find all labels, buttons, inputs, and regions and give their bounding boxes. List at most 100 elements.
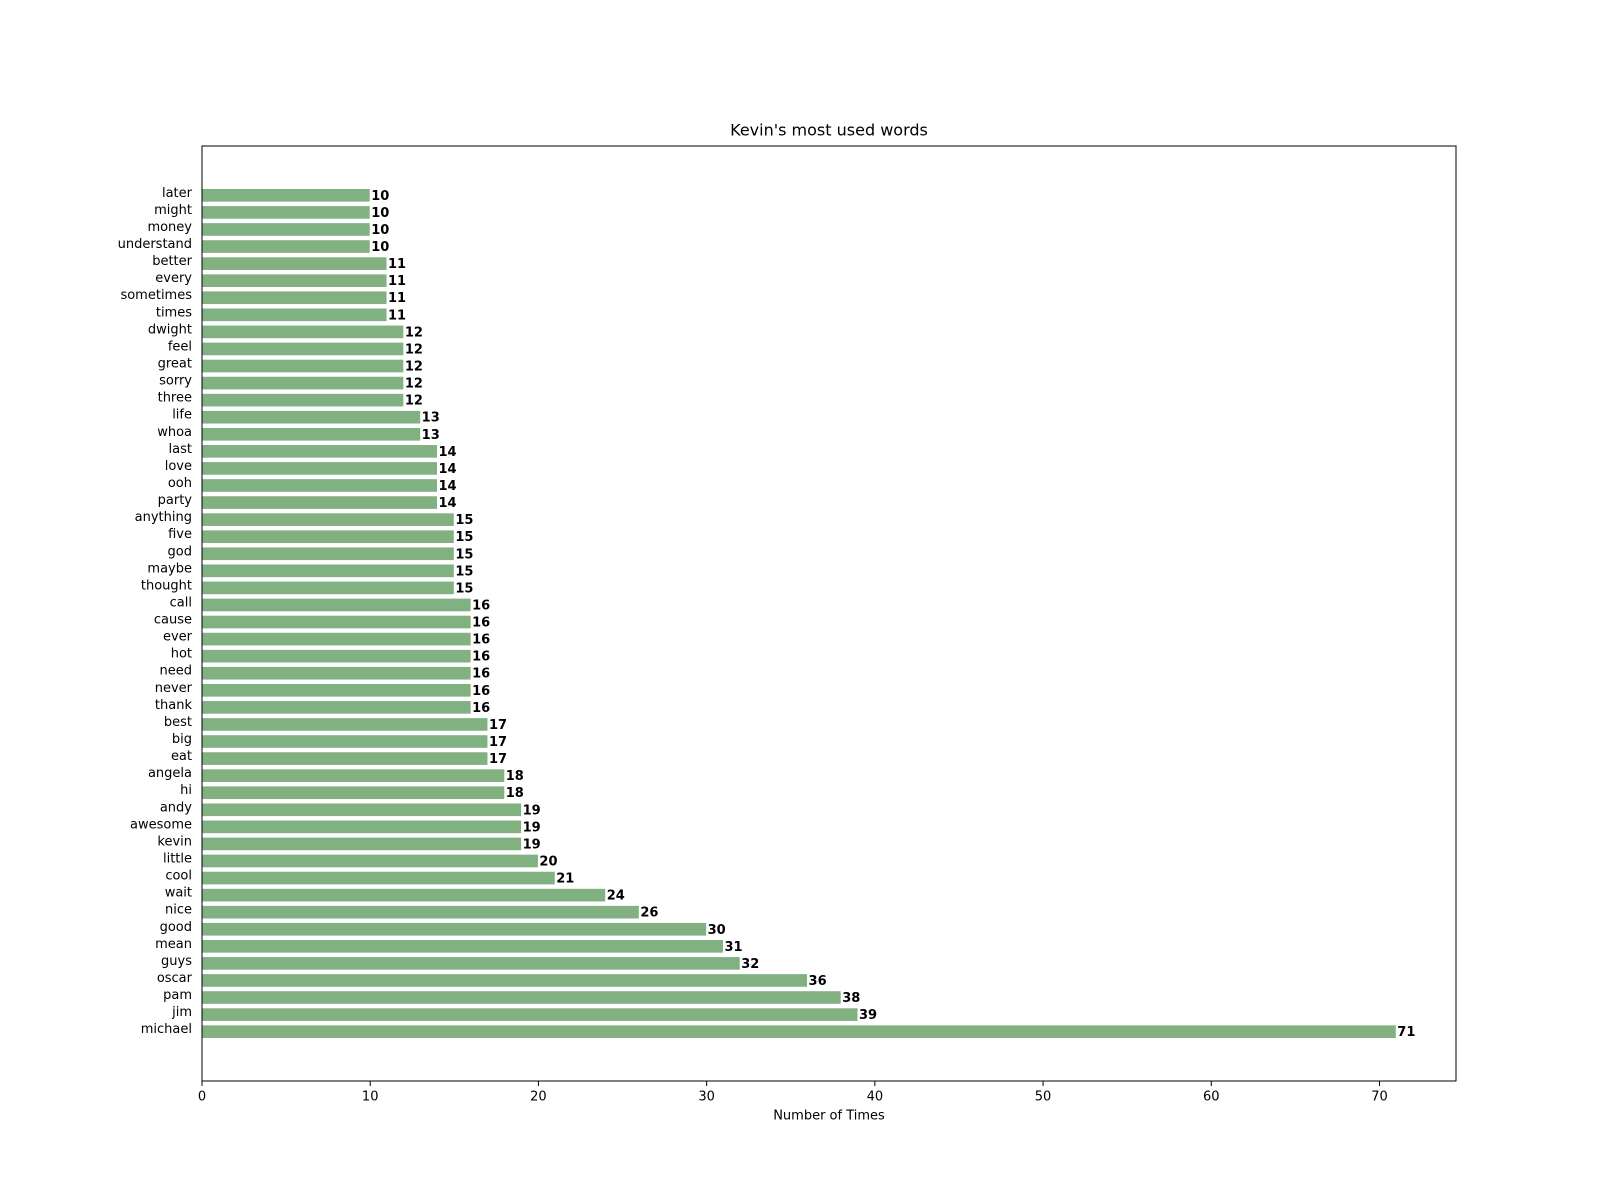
value-label: 13 — [422, 411, 440, 426]
value-label: 15 — [455, 530, 473, 545]
y-tick-label: ever — [163, 630, 193, 645]
bar — [201, 904, 640, 920]
value-label: 13 — [422, 428, 440, 443]
y-tick-label: guys — [161, 954, 192, 969]
bar — [201, 222, 371, 237]
value-label: 31 — [724, 940, 742, 955]
y-tick-label: hot — [171, 647, 192, 662]
y-tick-label: call — [170, 595, 192, 610]
value-label: 12 — [405, 325, 423, 340]
bar — [201, 836, 523, 852]
value-label: 19 — [523, 820, 541, 835]
y-tick-label: oscar — [157, 971, 193, 986]
value-label: 10 — [371, 189, 389, 204]
y-tick-label: every — [155, 271, 192, 286]
x-tick-label: 0 — [198, 1090, 206, 1105]
y-tick-label: great — [158, 357, 192, 372]
value-label: 11 — [388, 274, 406, 289]
value-label: 32 — [741, 957, 759, 972]
y-tick-label: need — [160, 664, 193, 679]
bar — [201, 648, 472, 664]
y-tick-label: hi — [180, 783, 192, 798]
bar — [201, 631, 472, 647]
bar — [201, 307, 388, 323]
y-tick-label: michael — [141, 1022, 192, 1037]
y-tick-label: thank — [155, 698, 193, 713]
bar — [201, 614, 472, 630]
bar — [201, 1007, 859, 1022]
bar — [201, 409, 422, 425]
y-tick-label: little — [163, 851, 192, 866]
y-tick-label: angela — [148, 766, 192, 781]
value-label: 10 — [371, 223, 389, 238]
value-label: 15 — [455, 564, 473, 579]
bar — [201, 563, 455, 579]
y-tick-label: three — [158, 391, 192, 406]
bar — [201, 529, 455, 545]
y-tick-label: big — [172, 732, 192, 747]
value-label: 16 — [472, 684, 490, 699]
x-tick-label: 60 — [1203, 1090, 1220, 1105]
y-tick-label: ooh — [168, 476, 192, 491]
y-tick-label: andy — [160, 800, 192, 815]
bar — [201, 546, 455, 562]
bar — [201, 853, 539, 869]
value-label: 21 — [556, 872, 574, 887]
bar — [201, 341, 405, 357]
value-label: 30 — [708, 923, 726, 938]
x-axis-label: Number of Times — [773, 1109, 885, 1124]
y-tick-label: whoa — [157, 425, 192, 440]
y-tick-label: sometimes — [120, 288, 192, 303]
value-label: 36 — [809, 974, 827, 989]
bar — [201, 990, 842, 1005]
y-tick-label: cool — [165, 869, 192, 884]
plot-frame — [201, 145, 1457, 1082]
value-label: 10 — [371, 240, 389, 255]
bar — [201, 734, 489, 749]
value-label: 11 — [388, 291, 406, 306]
value-label: 12 — [405, 377, 423, 392]
x-tick-label: 30 — [698, 1090, 715, 1105]
y-tick-label: good — [160, 920, 192, 935]
bar — [201, 785, 506, 801]
value-label: 12 — [405, 360, 423, 375]
value-label: 14 — [438, 462, 456, 477]
value-label: 11 — [388, 257, 406, 272]
y-tick-label: love — [165, 459, 192, 474]
y-tick-label: better — [152, 254, 192, 269]
bar — [201, 188, 371, 203]
value-label: 20 — [539, 854, 557, 869]
bar — [201, 256, 388, 271]
bar — [201, 461, 438, 476]
bar — [201, 1024, 1397, 1039]
bar — [201, 239, 371, 254]
value-label: 19 — [523, 837, 541, 852]
bar — [201, 887, 607, 903]
y-tick-label: thought — [141, 578, 192, 593]
value-label: 14 — [438, 479, 456, 494]
y-tick-label: might — [154, 203, 192, 218]
value-label: 18 — [506, 786, 524, 801]
x-tick-label: 50 — [1035, 1090, 1052, 1105]
y-tick-label: party — [158, 493, 193, 508]
y-tick-label: never — [155, 681, 193, 696]
y-tick-label: dwight — [148, 322, 192, 337]
value-label: 16 — [472, 650, 490, 665]
value-label: 38 — [842, 991, 860, 1006]
value-label: 24 — [607, 889, 625, 904]
y-tick-label: life — [172, 408, 192, 423]
bar — [201, 700, 472, 715]
bar — [201, 768, 506, 783]
bar — [201, 597, 472, 613]
x-tick-label: 40 — [867, 1090, 884, 1105]
chart-title: Kevin's most used words — [730, 121, 928, 140]
bar — [201, 290, 388, 306]
y-tick-label: five — [168, 527, 192, 542]
value-label: 16 — [472, 616, 490, 631]
value-label: 16 — [472, 667, 490, 682]
bar — [201, 273, 388, 288]
value-label: 17 — [489, 735, 507, 750]
x-tick-label: 70 — [1371, 1090, 1388, 1105]
bar — [201, 205, 371, 220]
